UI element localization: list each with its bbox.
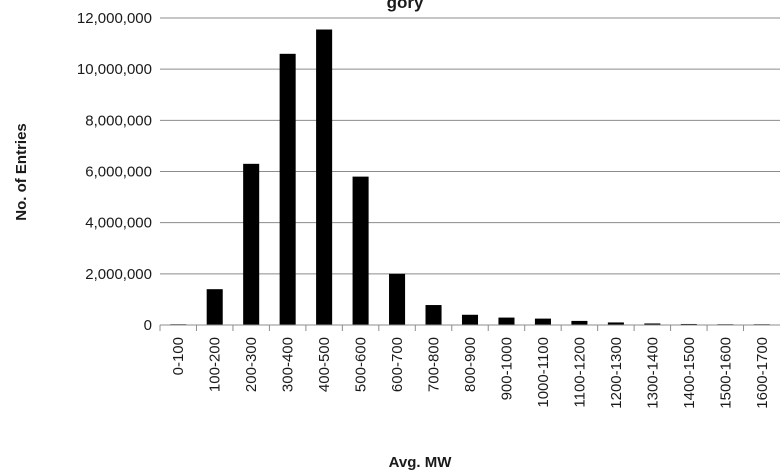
- bar-600-700: [389, 273, 406, 325]
- x-tick-label: 1100-1200: [571, 337, 588, 408]
- y-tick-label: 8,000,000: [85, 112, 152, 129]
- bar-1300-1400: [644, 323, 661, 325]
- x-tick-label: 1600-1700: [754, 337, 771, 409]
- bar-1400-1500: [680, 323, 697, 325]
- bars: [170, 29, 770, 326]
- bar-1200-1300: [607, 322, 624, 325]
- x-tick-label: 600-700: [389, 337, 406, 392]
- x-tick-label: 1000-1100: [535, 337, 552, 408]
- y-axis-title: No. of Entries: [13, 123, 30, 221]
- y-tick-label: 10,000,000: [77, 61, 152, 78]
- bar-200-300: [243, 163, 260, 325]
- chart-title-fragment: gory: [387, 0, 424, 12]
- x-tick-label: 800-900: [462, 337, 479, 392]
- y-axis-ticks: 0 2,000,000 4,000,000 6,000,000 8,000,000 10,…: [77, 10, 152, 334]
- bar-300-400: [279, 53, 296, 326]
- x-tick-label: 1300-1400: [644, 337, 661, 409]
- bar-1000-1100: [534, 318, 551, 325]
- bar-700-800: [425, 305, 442, 325]
- gridlines: [160, 17, 780, 275]
- x-tick-label: 500-600: [353, 337, 370, 392]
- y-tick-label: 6,000,000: [85, 164, 152, 181]
- x-tick-label: 1400-1500: [681, 337, 698, 409]
- x-axis-ticks: 0-100 100-200 200-300 300-400 400-500 500-600…: [159, 325, 771, 409]
- bar-400-500: [316, 29, 333, 325]
- x-tick-label: 200-300: [243, 337, 260, 392]
- bar-100-200: [206, 289, 223, 325]
- x-tick-label: 700-800: [426, 337, 443, 392]
- x-tick-label: 1200-1300: [608, 337, 625, 409]
- x-axis-title: Avg. MW: [389, 454, 453, 471]
- x-tick-label: 0-100: [170, 337, 187, 375]
- bar-900-1000: [498, 317, 515, 325]
- bar-500-600: [352, 176, 369, 325]
- y-tick-label: 2,000,000: [85, 266, 152, 283]
- y-tick-label: 0: [144, 317, 152, 334]
- x-tick-label: 300-400: [280, 337, 297, 392]
- y-tick-label: 12,000,000: [77, 10, 152, 27]
- x-tick-label: 100-200: [207, 337, 224, 392]
- bar-1100-1200: [571, 320, 588, 325]
- x-tick-label: 400-500: [316, 337, 333, 392]
- x-tick-label: 900-1000: [498, 337, 515, 400]
- bar-800-900: [461, 314, 479, 325]
- y-tick-label: 4,000,000: [85, 215, 152, 232]
- x-tick-label: 1500-1600: [717, 337, 734, 409]
